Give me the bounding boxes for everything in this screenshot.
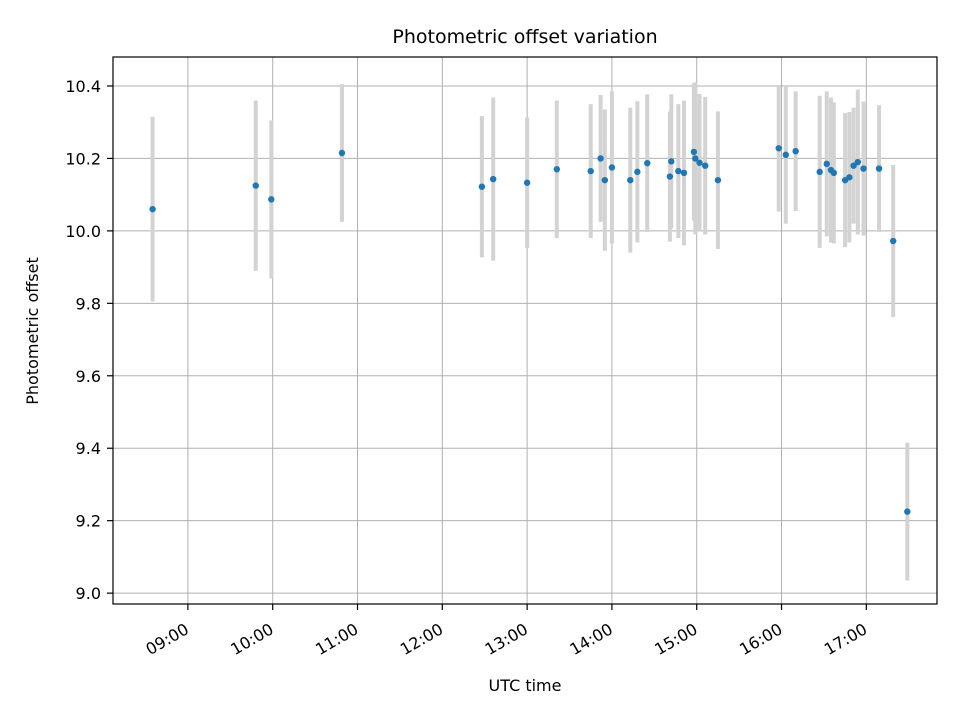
y-axis-ticks: 9.0 9.2 9.4 9.6 9.8 10.0 10.2 10.4: [65, 77, 113, 603]
data-point: [702, 162, 709, 169]
data-point: [875, 165, 883, 172]
y-tick-label: 10.4: [65, 77, 101, 96]
data-point: [668, 158, 675, 165]
data-point: [823, 160, 830, 168]
plot-frame: [112, 56, 938, 605]
data-point: [714, 176, 722, 184]
data-point: [846, 174, 853, 181]
data-point: [692, 155, 699, 162]
data-point: [149, 205, 156, 213]
data-point: [854, 158, 862, 166]
y-tick-label: 10.2: [65, 149, 101, 168]
data-point: [860, 165, 867, 172]
y-axis-label: Photometric offset: [23, 257, 42, 405]
data-point: [680, 169, 688, 177]
y-tick-label: 9.2: [76, 512, 101, 531]
data-point: [850, 162, 857, 169]
data-point: [690, 148, 698, 156]
data-point: [634, 168, 641, 176]
data-point: [489, 175, 497, 183]
data-point: [904, 508, 911, 515]
data-point: [252, 182, 259, 189]
data-point: [775, 145, 782, 152]
data-point: [553, 166, 561, 173]
y-tick-label: 9.4: [76, 439, 101, 458]
chart-title: Photometric offset variation: [392, 26, 657, 48]
data-point: [666, 173, 674, 180]
data-point: [675, 167, 682, 175]
y-tick-label: 9.8: [76, 294, 101, 313]
data-point: [608, 164, 616, 171]
data-point: [523, 179, 531, 186]
x-axis-label: UTC time: [489, 676, 562, 695]
data-point: [889, 237, 897, 245]
data-point: [792, 147, 799, 155]
data-point: [338, 149, 346, 157]
data-point: [601, 176, 609, 184]
y-tick-label: 10.0: [65, 222, 101, 241]
data-point: [782, 151, 789, 159]
data-point: [587, 167, 594, 175]
data-point: [597, 155, 604, 162]
data-point: [830, 169, 838, 177]
data-point: [644, 159, 651, 167]
data-point: [478, 183, 486, 190]
data-points: [149, 145, 911, 515]
y-tick-label: 9.6: [76, 367, 101, 386]
data-point: [627, 176, 634, 184]
data-point: [268, 196, 275, 203]
data-point: [816, 168, 823, 176]
data-point: [696, 159, 703, 166]
y-tick-label: 9.0: [76, 584, 101, 603]
